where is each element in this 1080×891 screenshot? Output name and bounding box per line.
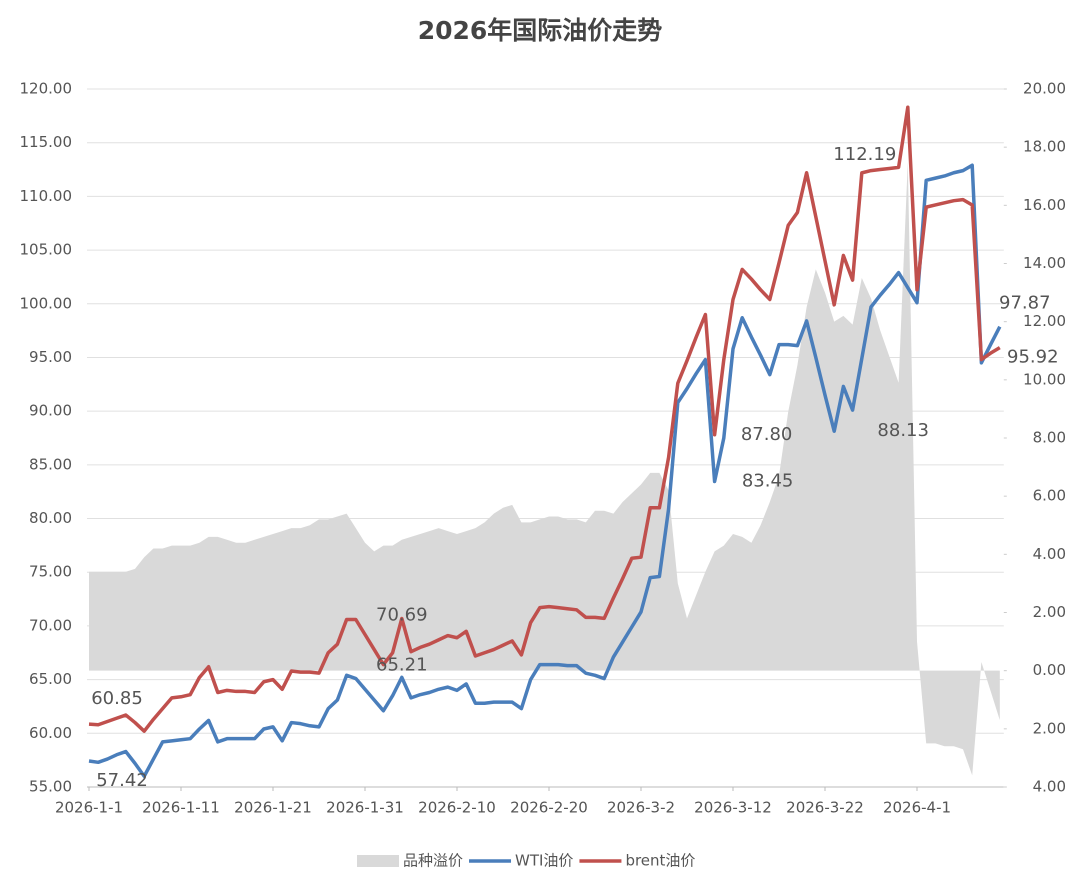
data-label: 88.13 bbox=[877, 420, 929, 441]
y2-tick-label: 16.00 bbox=[1023, 196, 1066, 214]
y2-tick-label: 10.00 bbox=[1023, 370, 1066, 388]
data-label: 60.85 bbox=[91, 688, 143, 709]
legend-label: brent油价 bbox=[625, 852, 695, 870]
y-tick-label: 110.00 bbox=[20, 187, 73, 205]
data-label: 112.19 bbox=[833, 144, 896, 165]
y2-tick-label: 6.00 bbox=[1033, 487, 1066, 505]
data-label: 87.80 bbox=[741, 424, 793, 445]
price-line bbox=[88, 163, 1002, 779]
x-tick-label: 2026-2-20 bbox=[510, 799, 588, 817]
y-tick-label: 115.00 bbox=[20, 133, 73, 151]
y-tick-label: 85.00 bbox=[29, 455, 72, 473]
price-line bbox=[88, 105, 1001, 733]
y2-tick-label: 4.00 bbox=[1033, 778, 1066, 796]
y-tick-label: 105.00 bbox=[20, 241, 73, 259]
x-tick-label: 2026-1-1 bbox=[55, 799, 123, 817]
x-tick-label: 2026-3-22 bbox=[786, 799, 864, 817]
y2-tick-label: 12.00 bbox=[1023, 312, 1066, 330]
x-tick-label: 2026-2-10 bbox=[418, 799, 496, 817]
data-label: 83.45 bbox=[742, 470, 794, 491]
x-tick-label: 2026-1-11 bbox=[142, 799, 220, 817]
y-tick-label: 120.00 bbox=[20, 80, 73, 98]
legend-swatch bbox=[357, 855, 399, 867]
data-label: 97.87 bbox=[999, 293, 1051, 314]
y2-tick-label: 2.00 bbox=[1033, 719, 1066, 737]
y2-tick-label: 8.00 bbox=[1033, 429, 1066, 447]
x-tick-label: 2026-4-1 bbox=[883, 799, 951, 817]
x-tick-label: 2026-3-2 bbox=[607, 799, 675, 817]
data-label: 70.69 bbox=[376, 605, 428, 626]
y2-tick-label: 4.00 bbox=[1033, 545, 1066, 563]
data-label: 95.92 bbox=[1007, 347, 1059, 368]
x-tick-label: 2026-1-21 bbox=[234, 799, 312, 817]
y2-tick-label: 2.00 bbox=[1033, 603, 1066, 621]
spread-area bbox=[89, 161, 1000, 776]
y2-tick-label: 0.00 bbox=[1033, 661, 1066, 679]
y-tick-label: 80.00 bbox=[29, 509, 72, 527]
y-tick-label: 65.00 bbox=[29, 670, 72, 688]
chart-title: 2026年国际油价走势 bbox=[418, 16, 663, 45]
y-tick-label: 60.00 bbox=[29, 724, 72, 742]
y-tick-label: 55.00 bbox=[29, 778, 72, 796]
legend-label: WTI油价 bbox=[515, 852, 573, 870]
y-tick-label: 75.00 bbox=[29, 563, 72, 581]
y-tick-label: 100.00 bbox=[20, 294, 73, 312]
y-tick-label: 90.00 bbox=[29, 402, 72, 420]
y2-tick-label: 14.00 bbox=[1023, 254, 1066, 272]
legend-label: 品种溢价 bbox=[403, 852, 463, 870]
y-tick-label: 70.00 bbox=[29, 616, 72, 634]
x-tick-label: 2026-1-31 bbox=[326, 799, 404, 817]
y-tick-label: 95.00 bbox=[29, 348, 72, 366]
y2-tick-label: 20.00 bbox=[1023, 80, 1066, 98]
x-tick-label: 2026-3-12 bbox=[694, 799, 772, 817]
y2-tick-label: 18.00 bbox=[1023, 138, 1066, 156]
data-label: 57.42 bbox=[96, 770, 148, 791]
data-label: 65.21 bbox=[376, 654, 428, 675]
